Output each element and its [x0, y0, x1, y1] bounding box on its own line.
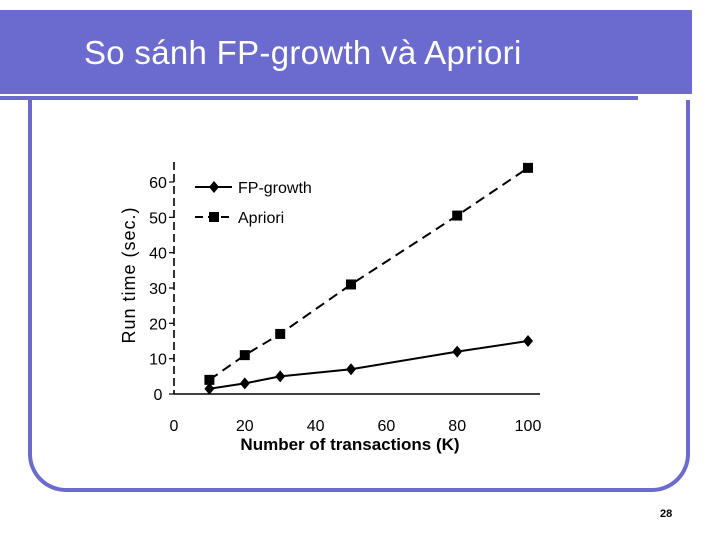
y-tick-label: 0	[154, 387, 163, 404]
y-tick-label: 50	[149, 210, 167, 227]
series-line	[209, 340, 529, 390]
series-apriori	[204, 162, 533, 385]
data-point	[346, 363, 356, 376]
y-tick-label: 60	[149, 175, 167, 192]
data-point	[204, 374, 215, 385]
x-tick-label: 100	[515, 418, 542, 435]
legend: FP-growth Apriori	[195, 180, 312, 227]
series-layer	[204, 162, 533, 395]
data-point	[275, 370, 286, 383]
data-point	[523, 162, 533, 173]
y-tick-label: 10	[149, 352, 167, 369]
data-point	[239, 350, 250, 361]
y-tick-label: 20	[149, 316, 167, 333]
title-underline	[0, 96, 638, 100]
legend-entry: FP-growth	[195, 180, 312, 197]
x-tick-label: 20	[236, 418, 254, 435]
x-axis-label: Number of transactions (K)	[240, 435, 459, 454]
legend-entry: Apriori	[195, 210, 284, 227]
title-bar	[0, 10, 692, 94]
legend-marker	[209, 212, 219, 222]
data-point	[239, 377, 250, 390]
page-number: 28	[660, 508, 673, 520]
y-tick-label: 30	[149, 281, 167, 298]
legend-marker	[209, 181, 219, 193]
x-tick-label: 80	[448, 418, 466, 435]
axis-ticks: 0 10 20 30 40 50 60 0 20 40 60 80 100	[149, 175, 541, 435]
x-tick-label: 0	[170, 418, 179, 435]
series-fp-growth	[204, 335, 533, 395]
content-frame	[28, 100, 690, 492]
slide-title: So sánh FP-growth và Apriori	[84, 34, 522, 71]
x-tick-label: 40	[307, 418, 325, 435]
data-point	[346, 279, 356, 290]
data-point	[452, 210, 463, 221]
x-tick-label: 60	[378, 418, 396, 435]
data-point	[452, 345, 463, 358]
data-point	[275, 328, 286, 339]
data-point	[204, 382, 215, 395]
legend-label: Apriori	[238, 210, 284, 227]
y-tick-label: 40	[149, 246, 167, 263]
data-point	[523, 335, 533, 347]
series-line	[208, 167, 529, 381]
legend-label: FP-growth	[238, 180, 312, 197]
y-axis-label: Run time (sec.)	[119, 206, 139, 343]
